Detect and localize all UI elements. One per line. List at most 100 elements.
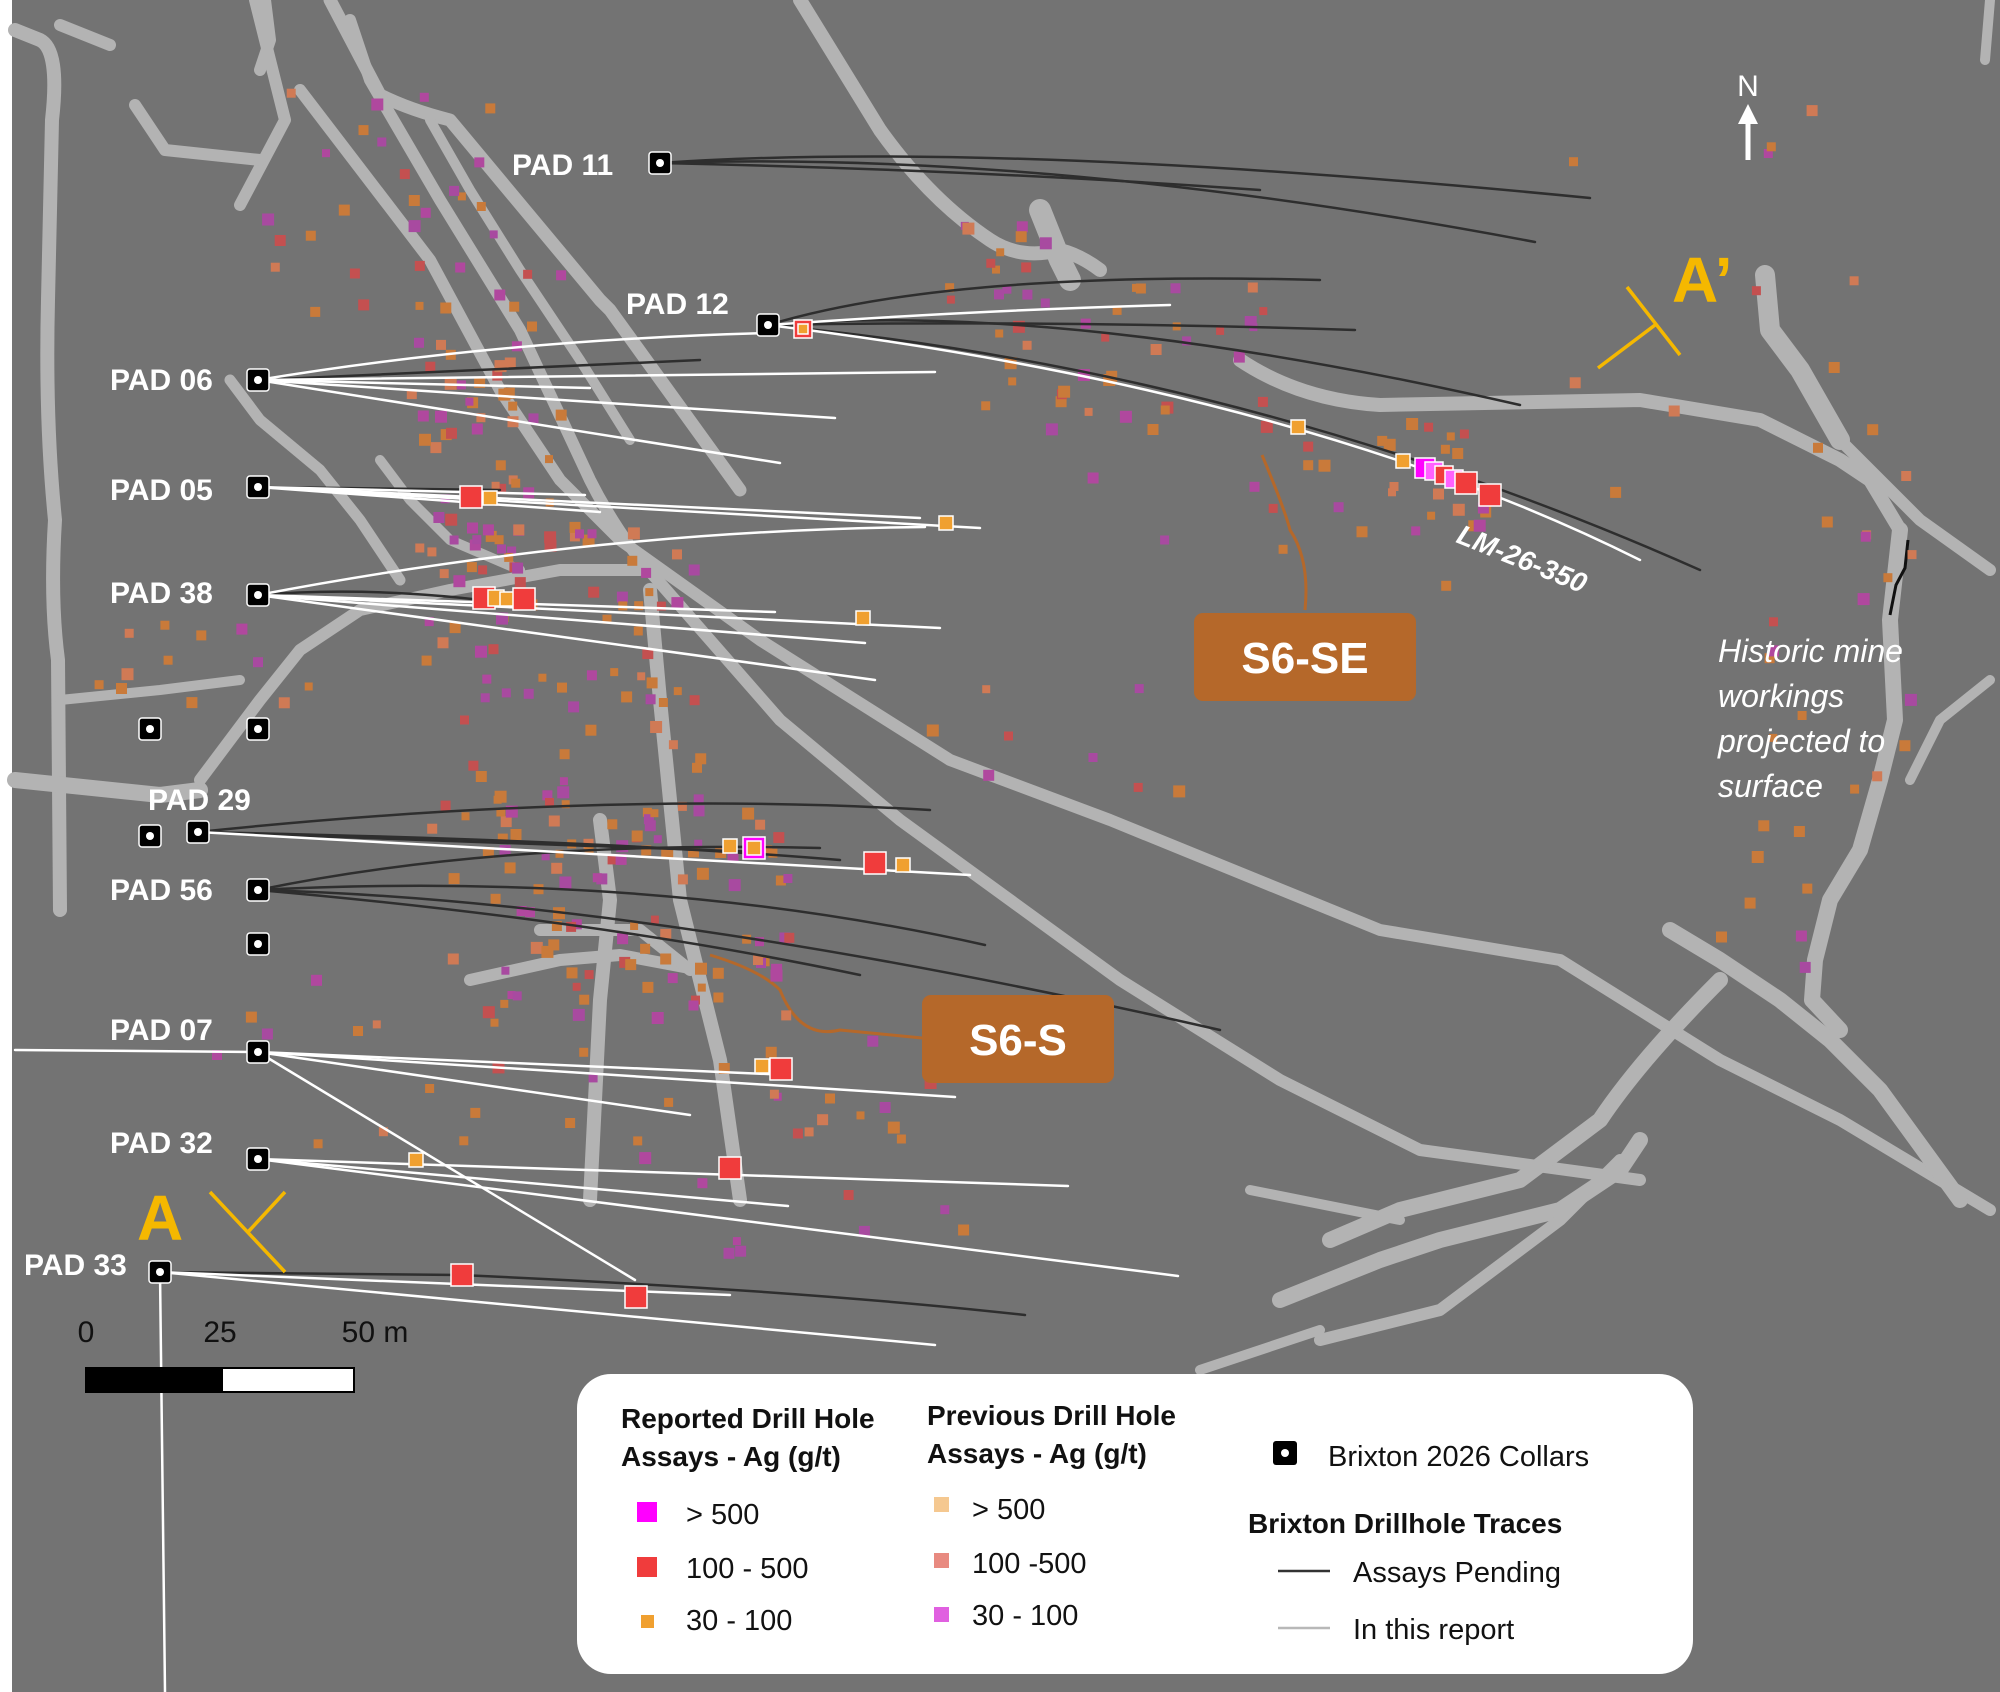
previous-assay-marker xyxy=(1751,286,1761,296)
collar-dot xyxy=(254,1048,262,1056)
trace-pad32-w2 xyxy=(256,1157,790,1208)
assay-red xyxy=(624,1285,648,1309)
previous-assay-marker xyxy=(1427,511,1436,520)
previous-assay-marker xyxy=(1002,284,1012,294)
previous-assay-marker xyxy=(467,522,478,534)
previous-assay-marker xyxy=(627,527,640,540)
previous-assay-marker xyxy=(1569,157,1578,167)
previous-assay-marker xyxy=(261,1028,273,1040)
previous-assay-marker xyxy=(475,645,487,658)
previous-assay-marker xyxy=(1055,396,1067,408)
previous-assay-marker xyxy=(784,932,795,943)
working-east-bend xyxy=(1804,522,1908,1038)
previous-assay-marker xyxy=(771,963,783,975)
previous-assay-marker xyxy=(688,1000,699,1011)
trace-pad11-c xyxy=(658,161,1262,192)
previous-assay-marker xyxy=(958,1224,970,1236)
previous-assay-marker xyxy=(419,433,431,446)
note-line-3: projected to xyxy=(1717,723,1885,759)
map-border-left xyxy=(0,0,12,1692)
previous-assay-marker xyxy=(727,850,739,862)
previous-assay-marker xyxy=(1160,405,1170,415)
previous-assay-marker xyxy=(427,823,438,834)
previous-assay-marker xyxy=(1147,424,1159,435)
previous-assay-marker xyxy=(538,673,547,682)
previous-assay-marker xyxy=(485,530,497,542)
previous-assay-marker xyxy=(770,969,783,982)
previous-assay-marker xyxy=(1744,897,1756,909)
previous-assay-marker xyxy=(542,790,553,801)
previous-assay-marker xyxy=(633,1136,643,1146)
working-west-pad2 xyxy=(55,675,245,705)
previous-assay-marker xyxy=(424,617,434,627)
legend-previous-title-2: Assays - Ag (g/t) xyxy=(927,1438,1147,1469)
previous-assay-marker xyxy=(692,762,702,773)
previous-assay-marker xyxy=(695,962,707,975)
assay-orange xyxy=(408,1152,424,1168)
previous-assay-marker xyxy=(448,873,460,885)
working-far-east xyxy=(1980,0,1995,65)
previous-assay-marker xyxy=(641,845,652,856)
pad-label-32: PAD 32 xyxy=(110,1127,213,1160)
collar-dot xyxy=(764,321,772,329)
legend-previous-label-100: 100 -500 xyxy=(972,1548,1087,1580)
previous-assay-marker xyxy=(586,670,597,681)
legend-trace-report-label: In this report xyxy=(1353,1614,1514,1646)
previous-assay-marker xyxy=(879,1102,891,1113)
note-line-2: workings xyxy=(1718,678,1844,714)
working-north-2 xyxy=(234,0,291,211)
collar-dot xyxy=(254,591,262,599)
previous-assay-marker xyxy=(619,956,631,968)
previous-assay-marker xyxy=(358,299,370,311)
previous-assay-marker xyxy=(718,1063,730,1074)
previous-assay-marker xyxy=(353,1026,363,1036)
previous-assay-marker xyxy=(494,790,507,803)
working-north-4 xyxy=(54,19,116,51)
previous-assay-marker xyxy=(1389,482,1399,491)
previous-assay-marker xyxy=(1901,471,1912,481)
previous-assay-marker xyxy=(1406,418,1419,430)
previous-assay-marker xyxy=(637,672,646,681)
assay-orange xyxy=(482,490,498,506)
target-box-s6-s xyxy=(922,995,1114,1083)
previous-assay-marker xyxy=(421,655,432,666)
previous-assay-marker xyxy=(568,701,580,713)
trace-pad38-w1 xyxy=(256,525,927,597)
legend-reported-title-1: Reported Drill Hole xyxy=(621,1403,875,1434)
previous-assay-marker xyxy=(530,941,543,954)
previous-assay-marker xyxy=(305,230,316,241)
previous-assay-marker xyxy=(1333,502,1344,513)
previous-assay-marker xyxy=(610,668,619,677)
working-southeast-4 xyxy=(1314,1154,1626,1346)
previous-assay-marker xyxy=(1569,377,1581,389)
assay-red xyxy=(769,1057,793,1081)
working-east-3 xyxy=(1905,675,1995,785)
trace-pad05-w4 xyxy=(256,485,587,497)
previous-assay-marker xyxy=(642,648,654,660)
previous-assay-marker xyxy=(311,974,322,986)
previous-assay-marker xyxy=(523,269,533,279)
previous-assay-marker xyxy=(1867,424,1879,436)
previous-assay-marker xyxy=(735,1245,747,1257)
previous-assay-marker xyxy=(469,539,481,551)
previous-assay-marker xyxy=(557,786,570,799)
previous-assay-marker xyxy=(996,248,1005,257)
previous-assay-marker xyxy=(499,845,511,856)
previous-assay-marker xyxy=(755,937,764,947)
previous-assay-marker xyxy=(498,388,511,401)
assay-orange xyxy=(797,323,809,335)
previous-assay-marker xyxy=(544,531,557,544)
assay-orange xyxy=(1290,419,1306,435)
previous-assay-marker xyxy=(650,915,659,924)
trace-pad38-w5 xyxy=(256,593,867,645)
previous-assay-marker xyxy=(1084,407,1093,416)
previous-assay-marker xyxy=(723,1247,735,1259)
previous-assay-marker xyxy=(1477,502,1489,514)
previous-assay-marker xyxy=(472,535,482,545)
working-east-1 xyxy=(1755,265,1850,450)
previous-assay-marker xyxy=(569,531,580,542)
trace-pad32-w1 xyxy=(256,1157,1070,1188)
previous-assay-marker xyxy=(551,921,562,931)
previous-assay-marker xyxy=(630,922,639,930)
collar-dot xyxy=(254,940,262,948)
